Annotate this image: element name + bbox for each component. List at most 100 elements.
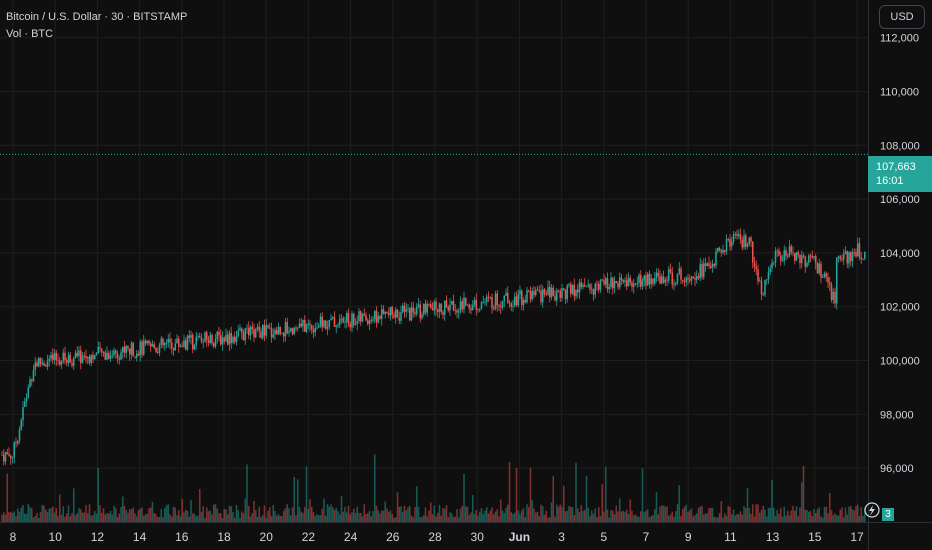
volume-bar: [44, 509, 47, 522]
volume-bar: [806, 509, 808, 522]
candle-body: [513, 296, 516, 306]
candle-body: [442, 311, 444, 315]
candle-body: [491, 297, 493, 309]
volume-bar: [753, 516, 756, 522]
volume-bar: [860, 507, 863, 522]
volume-bar: [114, 508, 117, 522]
currency-button[interactable]: USD: [879, 5, 925, 29]
candle-body: [272, 334, 275, 338]
volume-bar: [662, 505, 665, 522]
candle-body: [414, 312, 416, 315]
candle-body: [289, 328, 292, 332]
candle-body: [104, 352, 107, 360]
volume-bar: [57, 515, 59, 522]
volume-bar: [510, 512, 513, 522]
candle-body: [123, 346, 126, 353]
volume-bar: [246, 464, 248, 522]
candle-body: [6, 452, 9, 454]
x-tick-label: 22: [302, 530, 316, 544]
volume-bar: [610, 510, 612, 522]
volume-bar: [713, 517, 716, 522]
volume-bar: [494, 511, 497, 522]
candle-body: [312, 329, 315, 333]
candle-body: [363, 313, 366, 316]
candle-body: [370, 320, 373, 322]
candle-body: [263, 325, 266, 336]
candle-body: [188, 335, 191, 338]
time-axis[interactable]: 8 10 12 14 16 18 20 22 24 26 28 30 Jun 3 5 7 9 11 13 15 17: [10, 530, 864, 544]
candle-body: [386, 311, 388, 314]
candle-body: [113, 350, 115, 355]
candle-body: [764, 279, 766, 295]
volume-bar: [454, 516, 457, 522]
y-tick-label: 98,000: [880, 409, 914, 421]
volume-bar: [503, 512, 506, 522]
candle-body: [729, 239, 731, 247]
candle-body: [715, 251, 717, 266]
volume-bar: [60, 514, 63, 522]
volume-bar: [758, 512, 761, 522]
candle-body: [680, 268, 682, 280]
candle-body: [610, 277, 612, 287]
volume-bar: [412, 517, 415, 522]
candle-body: [519, 290, 521, 295]
volume-bar: [520, 510, 523, 522]
candle-body: [487, 296, 490, 298]
volume-bar: [55, 507, 58, 522]
volume-bar: [473, 514, 476, 522]
price-axis[interactable]: 112,000 110,000 108,000 106,000 104,000 102,0…: [880, 33, 920, 476]
volume-bar: [295, 515, 297, 522]
volume-bar: [687, 512, 689, 522]
volume-bar: [104, 514, 107, 522]
candle-body: [550, 287, 553, 298]
volume-bar: [144, 514, 147, 522]
volume-bar: [737, 514, 740, 522]
volume-bar: [13, 511, 16, 522]
lightning-icon[interactable]: [862, 500, 880, 520]
candle-body: [555, 290, 558, 301]
candle-body: [85, 355, 87, 359]
candle-body: [202, 341, 205, 343]
volume-bar: [134, 513, 136, 522]
volume-bar: [489, 510, 492, 522]
candle-body: [328, 320, 331, 328]
candle-body: [683, 280, 686, 283]
volume-bar: [603, 511, 605, 522]
candle-body: [457, 311, 460, 313]
volume-bar: [618, 498, 621, 522]
candle-body: [708, 263, 710, 267]
volume-bar: [202, 506, 205, 522]
candle-body: [204, 332, 206, 342]
volume-bar: [447, 517, 450, 522]
symbol-title[interactable]: Bitcoin / U.S. Dollar · 30 · BITSTAMP: [6, 11, 188, 23]
candle-body: [638, 274, 640, 284]
volume-bar: [741, 514, 744, 522]
candle-body: [814, 256, 817, 264]
candle-body: [540, 290, 542, 303]
volume-bar: [356, 506, 359, 522]
volume-bar: [778, 513, 780, 522]
volume-bar: [485, 507, 488, 522]
candle-body: [8, 453, 10, 456]
volume-bar: [755, 504, 758, 522]
volume-bar: [48, 508, 51, 522]
volume-bar: [678, 485, 681, 522]
volume-bar: [723, 513, 726, 522]
candle-body: [135, 353, 138, 358]
candle-body: [37, 357, 40, 367]
volume-bar: [681, 508, 684, 522]
candle-body: [97, 347, 100, 353]
candle-body: [587, 284, 590, 286]
candle-body: [99, 347, 101, 349]
candle-body: [137, 353, 140, 356]
volume-bar: [113, 505, 115, 522]
volume-bar: [226, 514, 229, 522]
candle-body: [64, 352, 66, 361]
volume-label[interactable]: Vol · BTC: [6, 28, 54, 40]
candle-body: [541, 289, 544, 303]
volume-bar: [519, 514, 521, 522]
volume-bar: [561, 506, 563, 522]
volume-bar: [156, 517, 159, 522]
candle-body: [664, 279, 667, 283]
